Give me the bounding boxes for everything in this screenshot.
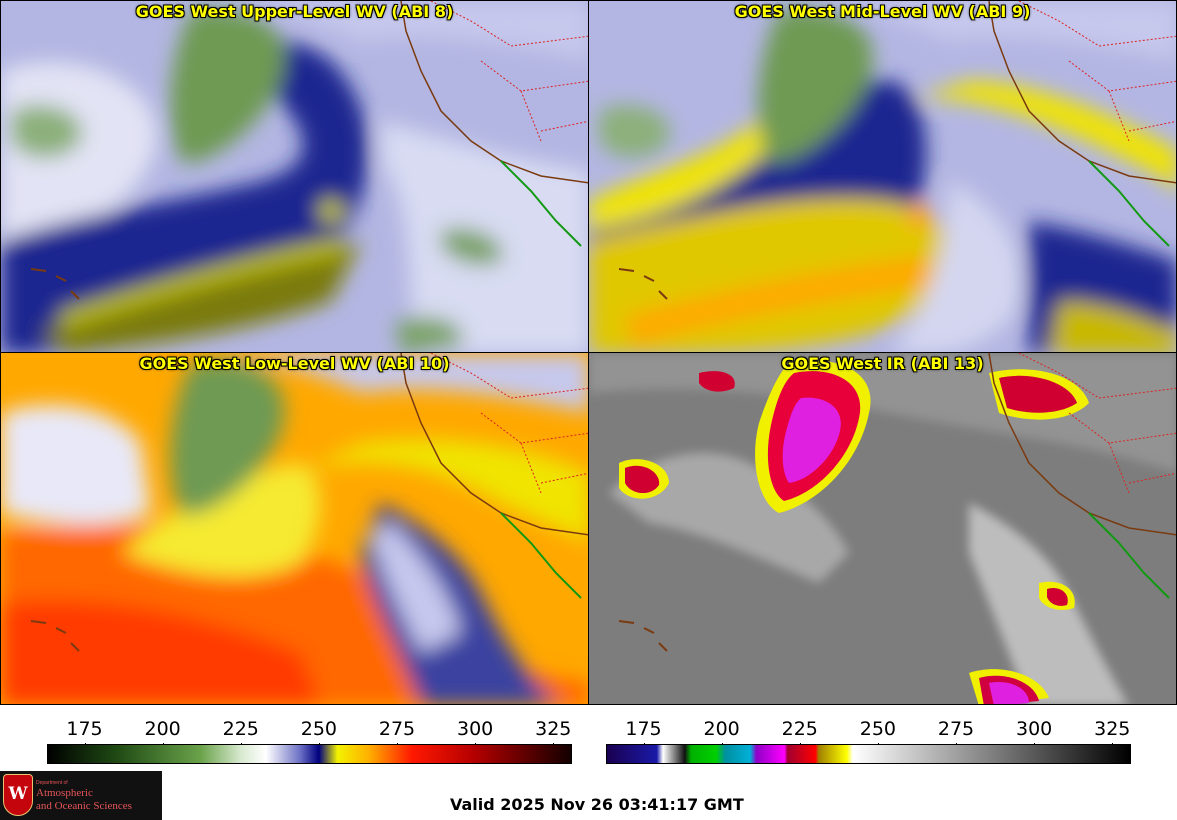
tick-label: 325 (1094, 718, 1131, 740)
upper-wv-imagery (1, 1, 588, 352)
tick-label: 200 (144, 718, 181, 740)
tick-label: 325 (535, 718, 572, 740)
panel-title: GOES West Mid-Level WV (ABI 9) (734, 2, 1031, 21)
panel-upper-level-wv: GOES West Upper-Level WV (ABI 8) (0, 0, 589, 353)
tick-label: 250 (300, 718, 338, 740)
panel-ir: GOES West IR (ABI 13) (588, 352, 1177, 705)
panel-title: GOES West IR (ABI 13) (781, 354, 984, 373)
logo-name-line2: and Oceanic Sciences (36, 800, 132, 812)
colorbar-ticks-right: 175 200 225 250 275 300 325 (606, 705, 1131, 765)
aos-logo: W Department of Atmospheric and Oceanic … (0, 771, 162, 820)
ir-imagery (589, 353, 1176, 704)
logo-name-line1: Atmospheric (36, 787, 93, 799)
tick-label: 225 (781, 718, 818, 740)
colorbar-wv (47, 744, 572, 764)
tick-label: 250 (859, 718, 897, 740)
logo-department: Department of (36, 780, 68, 786)
tick-label: 275 (937, 718, 975, 740)
tick-label: 175 (625, 718, 662, 740)
panel-title: GOES West Low-Level WV (ABI 10) (139, 354, 450, 373)
panel-low-level-wv: GOES West Low-Level WV (ABI 10) (0, 352, 589, 705)
panel-title: GOES West Upper-Level WV (ABI 8) (135, 2, 454, 21)
uw-seal-icon: W (3, 774, 33, 816)
valid-time: Valid 2025 Nov 26 03:41:17 GMT (450, 795, 744, 814)
tick-label: 275 (378, 718, 416, 740)
panel-mid-level-wv: GOES West Mid-Level WV (ABI 9) (588, 0, 1177, 353)
low-wv-imagery (1, 353, 588, 704)
colorbar-ticks-left: 175 200 225 250 275 300 325 (47, 705, 572, 765)
tick-label: 175 (66, 718, 103, 740)
tick-label: 200 (703, 718, 740, 740)
tick-label: 300 (456, 718, 494, 740)
tick-label: 225 (222, 718, 259, 740)
colorbar-ir (606, 744, 1131, 764)
mid-wv-imagery (589, 1, 1176, 352)
tick-label: 300 (1015, 718, 1053, 740)
